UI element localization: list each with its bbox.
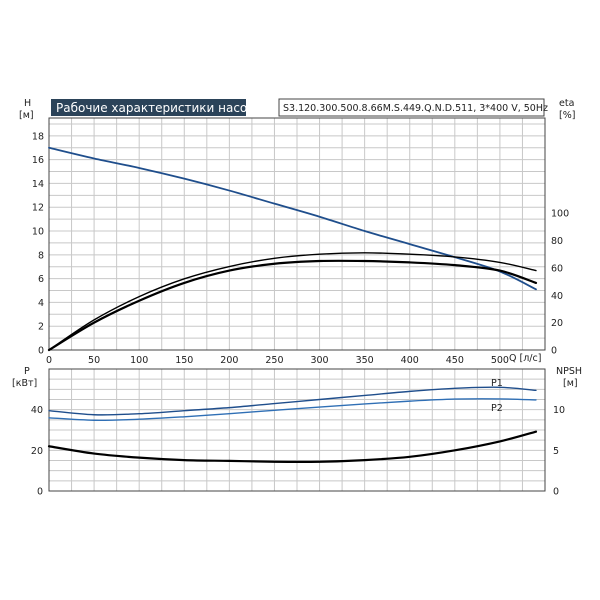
x-tick-label: 450 [446,355,464,366]
top-chart-grid [48,117,546,351]
y-left-tick-label-top: 4 [38,298,44,309]
y-left-tick-label-top: 6 [38,274,44,285]
y-right-tick-label-bottom: 10 [553,405,565,416]
x-tick-label: 400 [401,355,419,366]
y-right-tick-label-top: 80 [551,236,563,247]
y-right-tick-label-bottom: 5 [553,446,559,457]
series-label-p2: P2 [491,403,503,414]
y-right-unit-bottom: [м] [563,378,578,389]
x-tick-label: 250 [265,355,283,366]
y-right-tick-label-top: 100 [551,209,569,220]
y-left-tick-label-top: 14 [32,179,44,190]
y-right-tick-label-bottom: 0 [553,487,559,498]
top-series-line-1 [47,259,538,352]
series-label-p1: P1 [491,378,503,389]
x-tick-label: 500 [491,355,509,366]
chart-title: Рабочие характеристики насоса [56,101,261,115]
top-plot-frame [48,117,546,351]
y-left-tick-label-top: 18 [32,131,44,142]
x-tick-label: 50 [88,355,100,366]
y-right-tick-label-top: 60 [551,263,563,274]
y-left-tick-label-top: 8 [38,250,44,261]
series-line-p2 [48,398,537,421]
model-box [278,98,545,117]
series-layer [47,146,538,463]
y-left-tick-label-bottom: 20 [31,446,43,457]
top-series-line-0 [48,146,537,291]
y-right-tick-label-top: 0 [551,346,557,357]
tick-labels: 0 50 100 150 200 250 300 350 400 450 5000246810121… [31,131,569,497]
top-series-line-2 [48,252,537,351]
y-right-label-top: eta [559,98,574,109]
y-right-tick-label-top: 40 [551,291,563,302]
y-left-tick-label-bottom: 0 [37,487,43,498]
y-right-label-bottom: NPSH [556,366,582,377]
x-tick-label: 300 [310,355,328,366]
y-right-unit-top: [%] [559,110,575,121]
y-left-tick-label-top: 16 [32,155,44,166]
y-left-label-top: H [24,98,31,109]
bottom-plot-frame [48,368,546,492]
x-tick-label: 350 [356,355,374,366]
y-left-tick-label-top: 10 [32,227,44,238]
bottom-series-line-2 [47,430,538,463]
y-left-label-bottom: P [24,366,30,377]
y-left-unit-top: [м] [19,110,34,121]
x-tick-label: 200 [220,355,238,366]
y-left-tick-label-top: 2 [38,322,44,333]
y-right-tick-label-top: 20 [551,318,563,329]
title-banner [51,99,246,116]
x-tick-label: 150 [175,355,193,366]
y-left-tick-label-bottom: 40 [31,405,43,416]
model-label: S3.120.300.500.8.66M.S.449.Q.N.D.511, 3*… [283,103,548,114]
y-left-tick-label-top: 12 [32,203,44,214]
series-line-p1 [48,386,537,416]
x-tick-label: 0 [46,355,52,366]
y-left-unit-bottom: [кВт] [12,378,37,389]
x-axis-label: Q [л/с] [509,353,541,364]
y-left-tick-label-top: 0 [38,346,44,357]
x-tick-label: 100 [130,355,148,366]
bottom-chart-grid [48,368,546,492]
